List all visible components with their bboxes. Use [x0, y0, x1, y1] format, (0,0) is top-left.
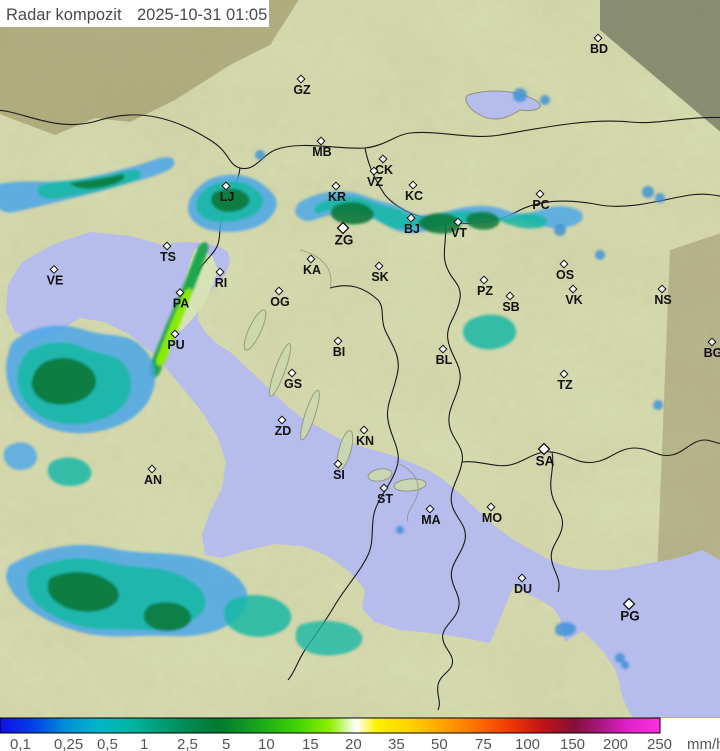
svg-text:PC: PC — [532, 198, 549, 212]
svg-text:ST: ST — [377, 492, 393, 506]
svg-text:01:05: 01:05 — [226, 6, 267, 24]
svg-text:0,1: 0,1 — [10, 736, 31, 751]
svg-text:35: 35 — [388, 736, 405, 751]
svg-text:MB: MB — [312, 145, 331, 159]
svg-text:VT: VT — [451, 226, 467, 240]
svg-text:50: 50 — [431, 736, 448, 751]
svg-text:BI: BI — [333, 345, 346, 359]
svg-text:OS: OS — [556, 268, 574, 282]
svg-text:15: 15 — [302, 736, 319, 751]
svg-text:100: 100 — [515, 736, 540, 751]
svg-text:KC: KC — [405, 189, 423, 203]
svg-text:DU: DU — [514, 582, 532, 596]
svg-text:KA: KA — [303, 263, 321, 277]
svg-text:5: 5 — [222, 736, 230, 751]
svg-text:0,5: 0,5 — [97, 736, 118, 751]
svg-text:10: 10 — [258, 736, 275, 751]
svg-text:LJ: LJ — [220, 190, 235, 204]
svg-text:mm/h: mm/h — [687, 736, 720, 751]
svg-text:Radar kompozit: Radar kompozit — [6, 6, 122, 24]
svg-text:PZ: PZ — [477, 284, 493, 298]
svg-text:ZD: ZD — [275, 424, 292, 438]
svg-text:AN: AN — [144, 473, 162, 487]
svg-text:ZG: ZG — [335, 233, 354, 248]
svg-text:MA: MA — [421, 513, 440, 527]
svg-text:SI: SI — [333, 468, 345, 482]
svg-text:GS: GS — [284, 377, 302, 391]
svg-text:PG: PG — [620, 609, 640, 624]
svg-text:VK: VK — [565, 293, 582, 307]
svg-text:MO: MO — [482, 511, 502, 525]
svg-text:BG: BG — [704, 346, 720, 360]
svg-text:BD: BD — [590, 42, 608, 56]
svg-text:VE: VE — [47, 273, 64, 287]
svg-text:NS: NS — [654, 293, 671, 307]
svg-text:BL: BL — [436, 353, 453, 367]
svg-text:OG: OG — [270, 295, 289, 309]
svg-text:PA: PA — [173, 296, 189, 310]
svg-text:2025-10-31: 2025-10-31 — [137, 6, 221, 24]
svg-text:SK: SK — [371, 270, 388, 284]
svg-text:TS: TS — [160, 250, 176, 264]
svg-text:KR: KR — [328, 190, 346, 204]
svg-text:1: 1 — [140, 736, 148, 751]
svg-text:20: 20 — [345, 736, 362, 751]
svg-text:RI: RI — [215, 276, 228, 290]
svg-text:BJ: BJ — [404, 222, 420, 236]
svg-text:TZ: TZ — [557, 378, 573, 392]
svg-text:KN: KN — [356, 434, 374, 448]
svg-text:SA: SA — [536, 454, 555, 469]
svg-text:0,25: 0,25 — [54, 736, 83, 751]
svg-text:250: 250 — [647, 736, 672, 751]
svg-text:PU: PU — [167, 338, 184, 352]
svg-text:GZ: GZ — [293, 83, 311, 97]
svg-text:VZ: VZ — [367, 175, 383, 189]
svg-text:SB: SB — [502, 300, 519, 314]
svg-text:200: 200 — [603, 736, 628, 751]
svg-text:75: 75 — [475, 736, 492, 751]
svg-text:2,5: 2,5 — [177, 736, 198, 751]
svg-text:150: 150 — [560, 736, 585, 751]
